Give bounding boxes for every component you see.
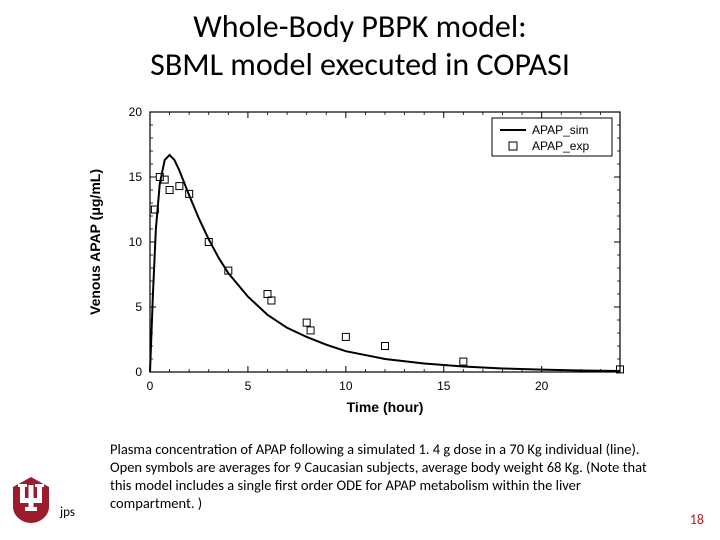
svg-text:5: 5: [245, 379, 252, 393]
svg-text:0: 0: [135, 365, 142, 379]
svg-text:15: 15: [129, 170, 143, 184]
svg-text:APAP_exp: APAP_exp: [532, 139, 589, 153]
title-line-1: Whole-Body PBPK model:: [193, 7, 526, 46]
svg-text:Venous APAP (μg/mL): Venous APAP (μg/mL): [87, 169, 103, 315]
svg-text:10: 10: [129, 235, 143, 249]
caption-text: Plasma concentration of APAP following a…: [110, 440, 650, 512]
svg-text:20: 20: [129, 105, 143, 119]
svg-text:20: 20: [535, 379, 549, 393]
svg-text:5: 5: [135, 300, 142, 314]
footer-initials: jps: [60, 505, 75, 520]
slide-title: Whole-Body PBPK model: SBML model execut…: [0, 8, 720, 84]
svg-text:Time (hour): Time (hour): [347, 399, 424, 415]
svg-text:APAP_sim: APAP_sim: [532, 123, 588, 137]
page-number: 18: [690, 511, 704, 528]
svg-text:0: 0: [147, 379, 154, 393]
title-line-2: SBML model executed in COPASI: [150, 45, 570, 84]
svg-text:15: 15: [437, 379, 451, 393]
svg-text:10: 10: [339, 379, 353, 393]
apap-chart: 0 5 10 15 20 0 5 10 15 20 Time (hour) Venous APAP (…: [80, 100, 640, 420]
iu-logo: [10, 475, 52, 530]
